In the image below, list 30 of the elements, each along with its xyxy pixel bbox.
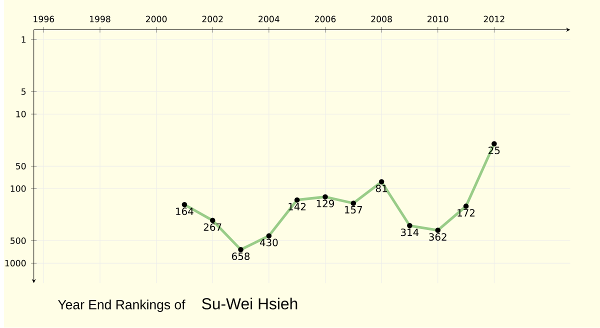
x-tick-label: 2006: [314, 16, 336, 22]
y-tick-label: 1: [22, 36, 26, 43]
y-tick-label: 50: [16, 163, 26, 170]
data-label: 142: [288, 203, 306, 210]
x-tick-label: 2008: [371, 16, 392, 22]
data-label: 81: [376, 184, 387, 192]
text: Su-Wei Hsieh: [202, 298, 298, 310]
x-tick-label: 2004: [258, 16, 280, 22]
data-label: 172: [458, 209, 474, 217]
data-label: 267: [204, 223, 222, 231]
data-label: 25: [488, 146, 500, 154]
y-tick-label: 500: [10, 238, 26, 244]
data-label: 430: [260, 238, 278, 246]
y-tick-label: 100: [10, 186, 26, 192]
x-tick-label: 2000: [146, 16, 167, 22]
y-tick-label: 10: [16, 110, 26, 118]
x-tick-label: 2002: [202, 16, 223, 22]
data-label: 129: [316, 200, 334, 208]
x-tick-label: 1996: [34, 16, 54, 22]
data-label: 314: [400, 228, 419, 236]
x-tick-label: 2010: [428, 16, 448, 22]
y-tick-label: 1000: [5, 260, 26, 267]
text: Year End Rankings of: [58, 300, 186, 312]
data-label: 362: [429, 233, 446, 241]
x-tick-label: 2012: [484, 16, 504, 22]
x-tick-label: 1998: [90, 16, 110, 22]
y-tick-label: 5: [22, 88, 26, 95]
data-label: 658: [232, 252, 250, 260]
data-label: 157: [345, 206, 362, 214]
data-label: 164: [176, 208, 194, 216]
